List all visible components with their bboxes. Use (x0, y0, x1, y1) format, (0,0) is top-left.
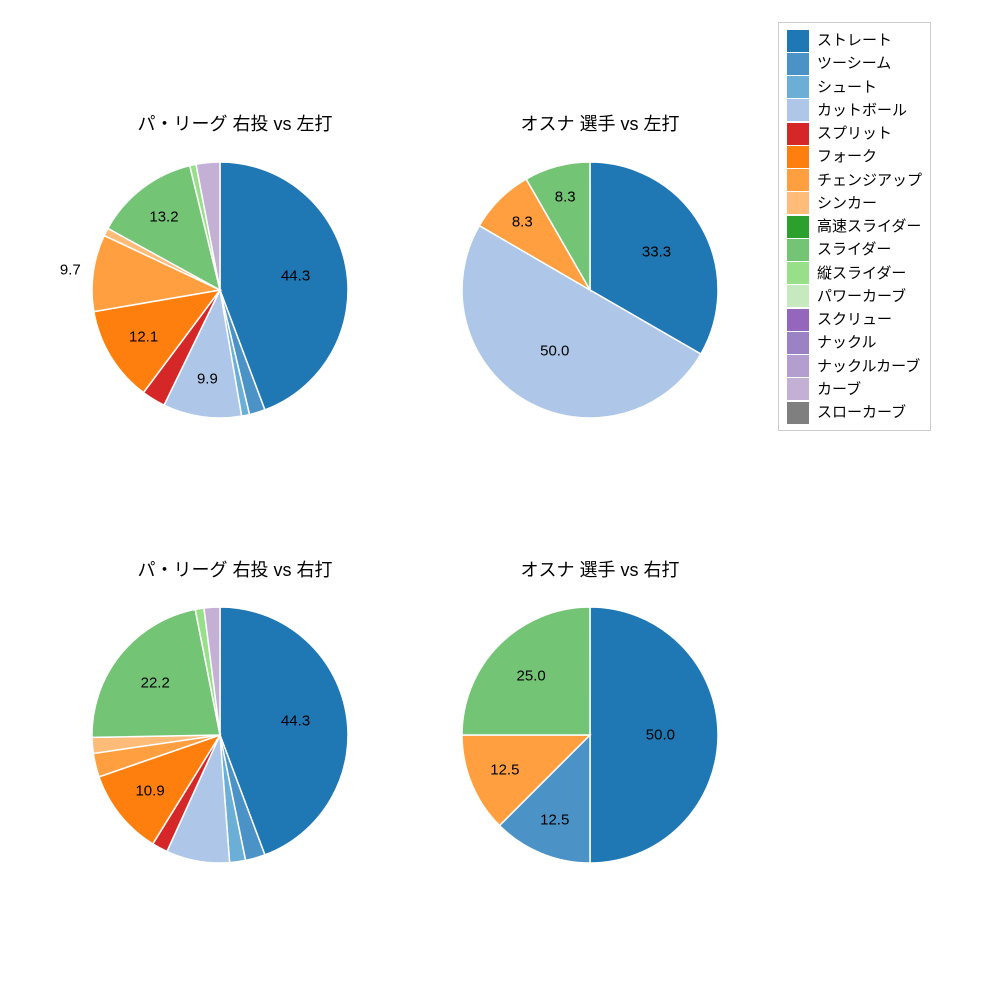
legend-label: ナックルカーブ (817, 355, 920, 378)
legend-item: シンカー (787, 192, 922, 215)
legend-swatch (787, 309, 809, 331)
slice-label: 13.2 (149, 208, 178, 225)
slice-label: 8.3 (555, 189, 576, 206)
slice-label: 12.1 (129, 328, 158, 345)
slice-label: 8.3 (512, 213, 533, 230)
legend-swatch (787, 378, 809, 400)
legend-label: シュート (817, 76, 877, 99)
legend-label: ナックル (817, 331, 877, 354)
chart-title: パ・リーグ 右投 vs 右打 (85, 556, 385, 582)
legend-item: 高速スライダー (787, 215, 922, 238)
legend-swatch (787, 216, 809, 238)
legend-item: ナックルカーブ (787, 355, 922, 378)
legend-swatch (787, 99, 809, 121)
legend-item: カーブ (787, 378, 922, 401)
legend-swatch (787, 262, 809, 284)
legend-label: カーブ (817, 378, 861, 401)
pie-chart (460, 160, 720, 420)
chart-title: パ・リーグ 右投 vs 左打 (85, 110, 385, 136)
slice-label: 12.5 (490, 762, 519, 779)
legend-item: ツーシーム (787, 52, 922, 75)
legend-label: スライダー (817, 238, 891, 261)
slice-label: 10.9 (135, 783, 164, 800)
legend-item: パワーカーブ (787, 285, 922, 308)
legend-swatch (787, 402, 809, 424)
legend-swatch (787, 146, 809, 168)
legend-item: スローカーブ (787, 401, 922, 424)
legend-swatch (787, 30, 809, 52)
legend-label: シンカー (817, 192, 877, 215)
legend-swatch (787, 53, 809, 75)
legend-label: フォーク (817, 145, 877, 168)
slice-label: 9.7 (60, 261, 81, 278)
legend-swatch (787, 239, 809, 261)
legend-label: 高速スライダー (817, 215, 921, 238)
legend-swatch (787, 76, 809, 98)
legend-item: チェンジアップ (787, 169, 922, 192)
legend-swatch (787, 192, 809, 214)
pie-chart (90, 160, 350, 420)
legend-swatch (787, 285, 809, 307)
legend-item: スプリット (787, 122, 922, 145)
legend: ストレートツーシームシュートカットボールスプリットフォークチェンジアップシンカー… (778, 22, 931, 431)
slice-label: 50.0 (646, 727, 675, 744)
slice-label: 25.0 (517, 668, 546, 685)
legend-item: ストレート (787, 29, 922, 52)
legend-label: ツーシーム (817, 52, 891, 75)
legend-label: スローカーブ (817, 401, 906, 424)
legend-swatch (787, 123, 809, 145)
chart-title: オスナ 選手 vs 右打 (450, 556, 750, 582)
legend-item: スライダー (787, 238, 922, 261)
legend-label: チェンジアップ (817, 169, 922, 192)
slice-label: 33.3 (642, 243, 671, 260)
slice-label: 12.5 (540, 812, 569, 829)
slice-label: 44.3 (281, 268, 310, 285)
slice-label: 50.0 (540, 342, 569, 359)
legend-item: スクリュー (787, 308, 922, 331)
slice-label: 9.9 (197, 370, 218, 387)
legend-swatch (787, 169, 809, 191)
legend-label: スクリュー (817, 308, 892, 331)
legend-item: ナックル (787, 331, 922, 354)
legend-item: シュート (787, 76, 922, 99)
legend-swatch (787, 355, 809, 377)
legend-swatch (787, 332, 809, 354)
chart-title: オスナ 選手 vs 左打 (450, 110, 750, 136)
legend-label: ストレート (817, 29, 892, 52)
legend-label: 縦スライダー (817, 262, 906, 285)
slice-label: 22.2 (141, 674, 170, 691)
legend-item: カットボール (787, 99, 922, 122)
pie-chart (460, 605, 720, 865)
legend-label: パワーカーブ (817, 285, 906, 308)
legend-label: カットボール (817, 99, 907, 122)
legend-item: フォーク (787, 145, 922, 168)
legend-item: 縦スライダー (787, 262, 922, 285)
pie-chart (90, 605, 350, 865)
slice-label: 44.3 (281, 713, 310, 730)
legend-label: スプリット (817, 122, 892, 145)
